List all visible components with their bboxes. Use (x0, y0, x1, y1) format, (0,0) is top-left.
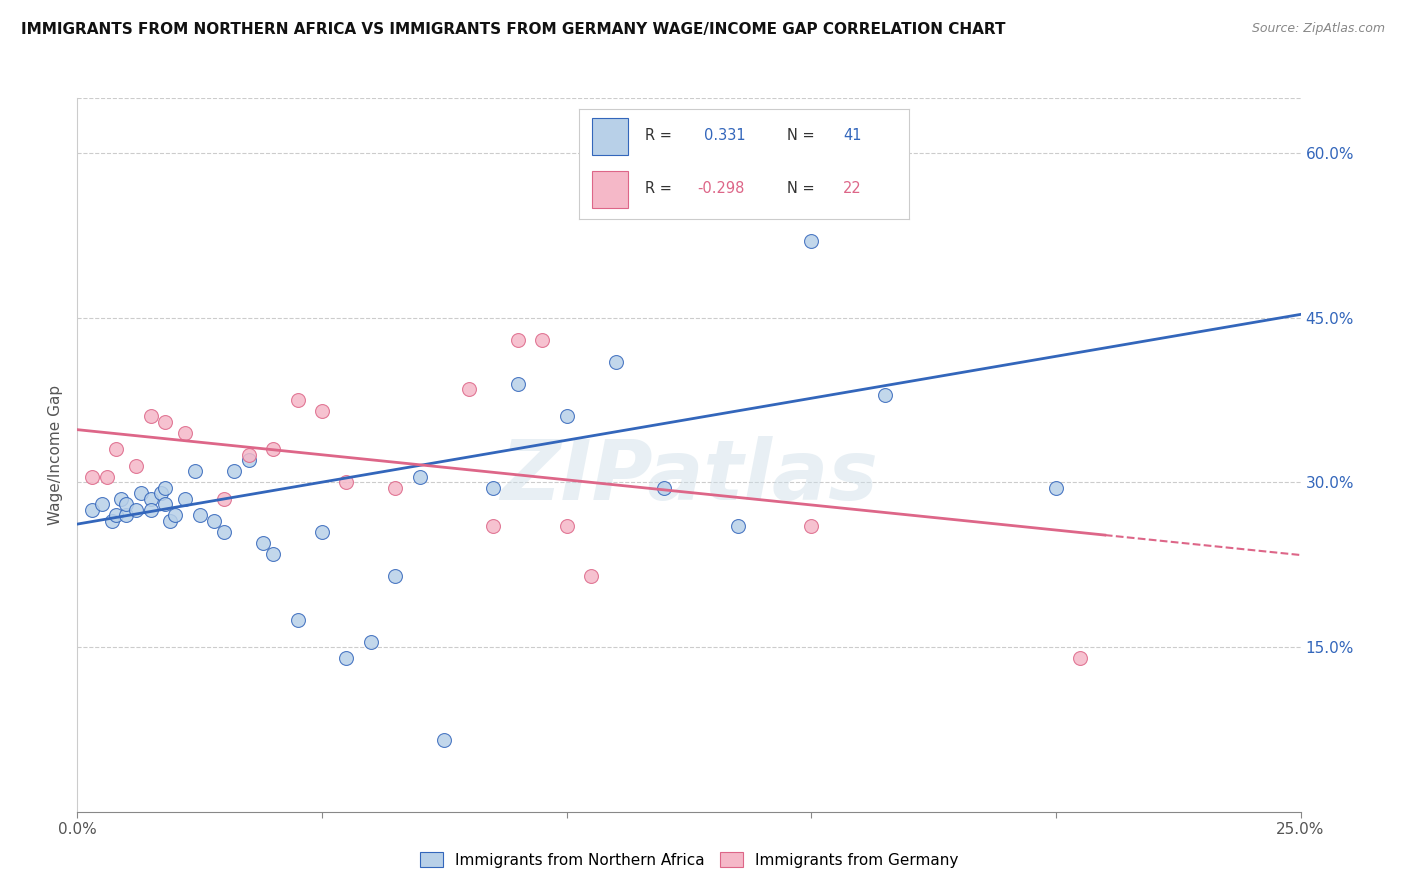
Point (335, 651, 357, 665)
Point (125, 458, 148, 473)
Point (873, 387, 896, 401)
Point (555, 409, 578, 424)
Point (335, 475, 357, 490)
Point (555, 519, 578, 533)
Point (654, 481, 676, 495)
Point (506, 333, 529, 347)
Point (238, 453, 260, 467)
Text: Source: ZipAtlas.com: Source: ZipAtlas.com (1251, 22, 1385, 36)
Point (506, 376, 529, 391)
Point (1069, 651, 1091, 665)
Point (174, 491, 197, 506)
Point (727, 519, 749, 533)
Point (252, 535, 274, 549)
Text: IMMIGRANTS FROM NORTHERN AFRICA VS IMMIGRANTS FROM GERMANY WAGE/INCOME GAP CORRE: IMMIGRANTS FROM NORTHERN AFRICA VS IMMIG… (21, 22, 1005, 37)
Point (129, 486, 152, 500)
Point (139, 503, 162, 517)
Point (165, 508, 187, 523)
Point (202, 514, 225, 528)
Point (100, 514, 122, 528)
Point (155, 481, 177, 495)
Point (579, 568, 602, 582)
Point (110, 491, 132, 506)
Point (115, 497, 138, 511)
Point (360, 634, 382, 648)
Y-axis label: Wage/Income Gap: Wage/Income Gap (48, 384, 63, 525)
Point (1045, 481, 1067, 495)
Point (188, 508, 211, 523)
Point (212, 524, 235, 539)
Point (159, 514, 181, 528)
Point (384, 481, 406, 495)
Point (311, 404, 333, 418)
Point (311, 524, 333, 539)
Point (80, 503, 103, 517)
Point (155, 415, 177, 429)
Point (105, 442, 128, 457)
Point (96, 470, 118, 484)
Point (482, 519, 505, 533)
Point (174, 425, 197, 440)
Point (155, 497, 177, 511)
Point (605, 354, 627, 368)
Point (800, 519, 823, 533)
Point (80, 470, 103, 484)
Point (531, 333, 554, 347)
Text: ZIPatlas: ZIPatlas (501, 436, 877, 516)
Point (262, 547, 284, 561)
Point (457, 382, 479, 396)
Point (105, 508, 128, 523)
Point (149, 486, 172, 500)
Point (212, 491, 235, 506)
Point (433, 733, 456, 747)
Point (115, 508, 138, 523)
Point (222, 464, 245, 478)
Point (139, 491, 162, 506)
Point (90, 497, 112, 511)
Point (287, 613, 309, 627)
Point (139, 409, 162, 424)
Point (262, 442, 284, 457)
Point (184, 464, 207, 478)
Point (238, 448, 260, 462)
Point (482, 481, 505, 495)
Point (287, 392, 309, 407)
Legend: Immigrants from Northern Africa, Immigrants from Germany: Immigrants from Northern Africa, Immigra… (412, 845, 966, 875)
Point (384, 568, 406, 582)
Point (800, 234, 823, 248)
Point (409, 470, 432, 484)
Point (125, 503, 148, 517)
